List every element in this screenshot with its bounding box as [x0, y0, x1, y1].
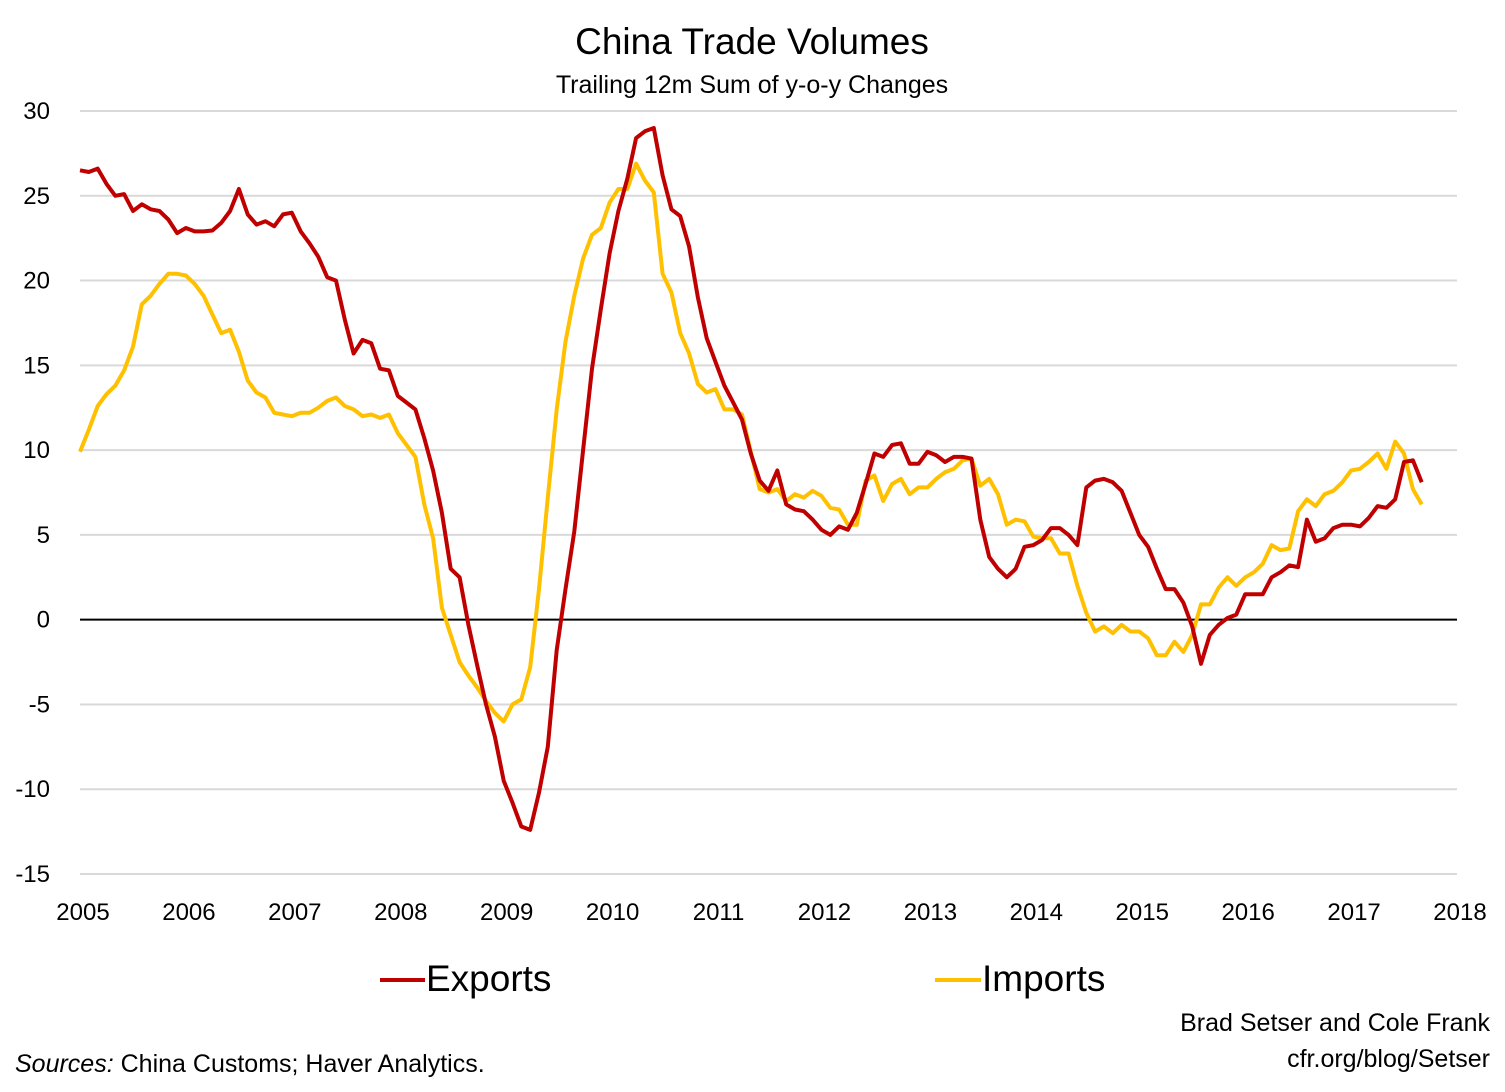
- x-tick-label: 2008: [374, 899, 427, 926]
- x-tick-label: 2009: [480, 899, 533, 926]
- legend: Exports Imports: [380, 958, 1105, 999]
- legend-label-imports: Imports: [982, 958, 1105, 999]
- y-tick-label: 0: [37, 607, 50, 634]
- legend-item-imports: Imports: [935, 958, 1105, 999]
- authors-credit: Brad Setser and Cole Frank: [1180, 1009, 1490, 1037]
- y-tick-label: 25: [23, 183, 50, 210]
- blog-url: cfr.org/blog/Setser: [1287, 1045, 1490, 1073]
- chart-title: China Trade Volumes: [575, 21, 929, 62]
- sources-text: China Customs; Haver Analytics.: [114, 1050, 485, 1078]
- x-tick-label: 2012: [798, 899, 851, 926]
- x-tick-label: 2015: [1116, 899, 1169, 926]
- x-tick-label: 2007: [268, 899, 321, 926]
- y-axis-ticks: 30 25 20 15 10 5 0 -5 -10 -15: [15, 98, 50, 888]
- gridlines: [80, 110, 1457, 875]
- chart-subtitle: Trailing 12m Sum of y-o-y Changes: [556, 71, 948, 99]
- x-tick-label: 2016: [1221, 899, 1274, 926]
- y-tick-label: 20: [23, 268, 50, 295]
- y-tick-label: 30: [23, 98, 50, 125]
- x-tick-label: 2005: [56, 899, 109, 926]
- series-line-imports: [78, 161, 1424, 724]
- sources-label: Sources:: [15, 1050, 114, 1078]
- series-lines: [78, 126, 1424, 832]
- x-tick-label: 2017: [1327, 899, 1380, 926]
- x-tick-label: 2018: [1433, 899, 1486, 926]
- x-axis-ticks: 2005 2006 2007 2008 2009 2010 2011 2012 2013 2014…: [56, 899, 1486, 926]
- legend-item-exports: Exports: [380, 958, 551, 999]
- y-tick-label: -10: [15, 776, 50, 803]
- legend-label-exports: Exports: [426, 958, 551, 999]
- x-tick-label: 2010: [586, 899, 639, 926]
- x-tick-label: 2011: [693, 899, 745, 926]
- y-tick-label: -15: [15, 861, 50, 888]
- y-tick-label: 10: [23, 437, 50, 464]
- y-tick-label: 15: [23, 352, 50, 379]
- sources-note: Sources: China Customs; Haver Analytics.: [15, 1050, 485, 1078]
- x-tick-label: 2006: [162, 899, 215, 926]
- x-tick-label: 2013: [904, 899, 957, 926]
- x-tick-label: 2014: [1010, 899, 1063, 926]
- y-tick-label: 5: [37, 522, 50, 549]
- y-tick-label: -5: [29, 691, 50, 718]
- series-line-exports: [79, 126, 1424, 832]
